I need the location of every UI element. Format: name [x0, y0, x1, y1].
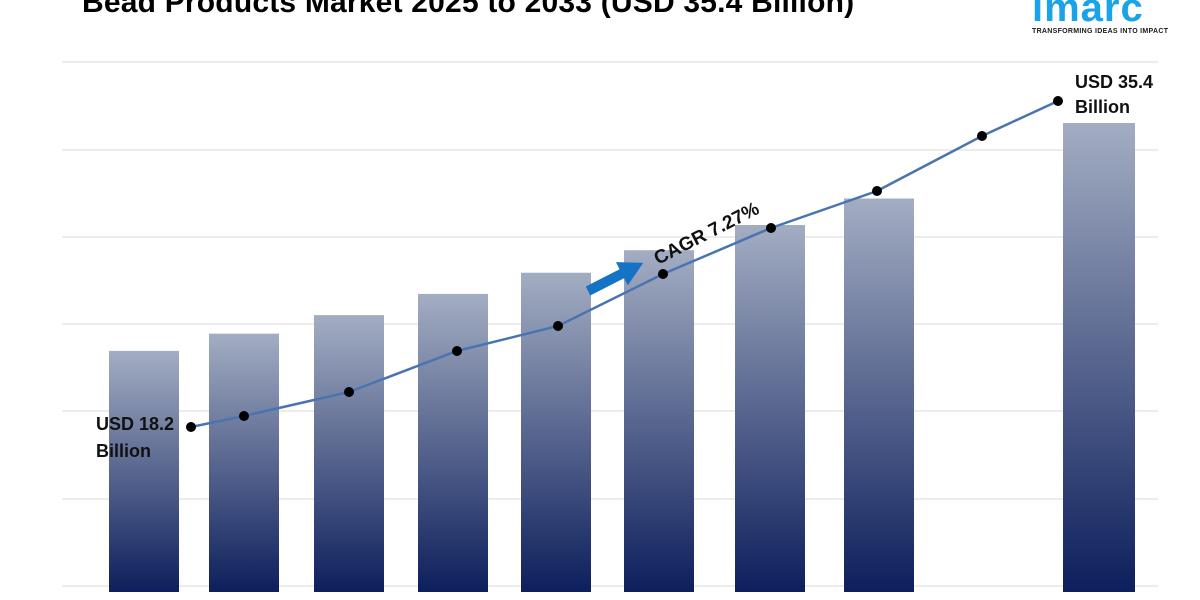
trend-marker: [239, 411, 249, 421]
bar-2030: [624, 250, 694, 592]
bar-2033: [1063, 123, 1135, 592]
trend-marker: [344, 387, 354, 397]
trend-marker: [186, 422, 196, 432]
trend-markers: [186, 96, 1063, 432]
trend-line: [190, 99, 1059, 429]
bar-2029: [521, 272, 591, 592]
trend-polyline: [190, 99, 1059, 429]
trend-marker: [872, 186, 882, 196]
bar-2027: [314, 315, 384, 592]
trend-marker: [452, 346, 462, 356]
end-value-label-line2: Billion: [1075, 97, 1130, 117]
bar-2032: [844, 198, 914, 592]
end-value-label-line1: USD 35.4: [1075, 72, 1153, 92]
logo-wordmark: imarc: [1032, 0, 1144, 30]
logo-tagline: TRANSFORMING IDEAS INTO IMPACT: [1032, 28, 1169, 35]
trend-marker: [553, 321, 563, 331]
trend-marker: [1053, 96, 1063, 106]
trend-marker: [977, 131, 987, 141]
trend-marker: [658, 269, 668, 279]
bar-2026: [209, 333, 279, 592]
chart-title: Bead Products Market 2025 to 2033 (USD 3…: [82, 0, 855, 19]
imarc-logo: imarc TRANSFORMING IDEAS INTO IMPACT: [1032, 0, 1182, 40]
cagr-arrow: [585, 262, 644, 296]
trend-marker: [766, 223, 776, 233]
bar-2025: [109, 350, 179, 592]
bars: [109, 123, 1135, 592]
start-value-label-line2: Billion: [96, 441, 151, 461]
start-value-label-line1: USD 18.2: [96, 414, 174, 434]
bar-2028: [418, 293, 488, 592]
bar-2031: [735, 225, 805, 592]
